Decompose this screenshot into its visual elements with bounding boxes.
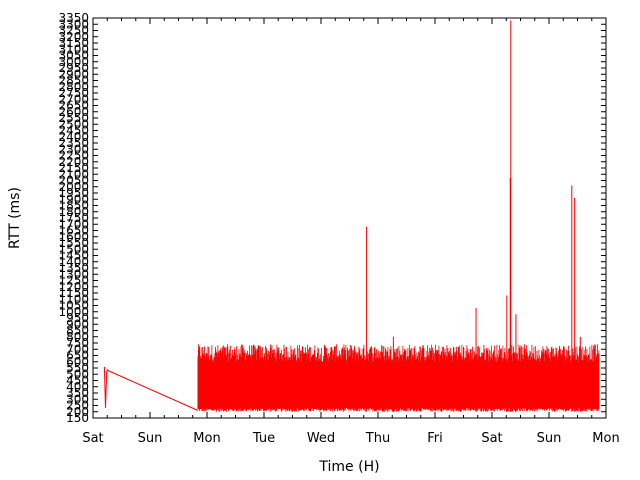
y-tick-label: 2700 [58, 92, 89, 106]
y-tick-label: 1550 [58, 236, 89, 250]
y-tick-label: 1800 [58, 205, 89, 219]
y-tick-label: 2200 [58, 155, 89, 169]
y-tick-label: 3150 [58, 36, 89, 50]
series-band [197, 344, 600, 412]
y-tick-label: 250 [66, 399, 89, 413]
y-tick-label: 2750 [58, 86, 89, 100]
y-tick-label: 800 [66, 330, 89, 344]
y-tick-label: 1650 [58, 224, 89, 238]
y-tick-label: 1900 [58, 192, 89, 206]
y-tick-label: 500 [66, 367, 89, 381]
y-tick-label: 3050 [58, 49, 89, 63]
y-tick-label: 3100 [58, 42, 89, 56]
y-tick-label: 2950 [58, 61, 89, 75]
y-tick-label: 2400 [58, 130, 89, 144]
y-tick-label: 3200 [58, 30, 89, 44]
y-tick-label: 450 [66, 374, 89, 388]
y-tick-label: 2450 [58, 124, 89, 138]
y-tick-label: 600 [66, 355, 89, 369]
series-line-segment [107, 370, 199, 411]
y-tick-label: 2150 [58, 161, 89, 175]
x-tick-label: Mon [193, 431, 220, 446]
y-tick-label: 2300 [58, 142, 89, 156]
series-line-segment [103, 366, 109, 409]
y-tick-label: 350 [66, 386, 89, 400]
y-tick-label: 950 [66, 311, 89, 325]
y-tick-label: 750 [66, 336, 89, 350]
y-axis-label: RTT (ms) [7, 187, 23, 249]
y-tick-label: 1350 [58, 261, 89, 275]
y-tick-label: 2250 [58, 149, 89, 163]
y-tick-label: 1100 [58, 292, 89, 306]
x-tick-label: Sun [138, 431, 163, 446]
y-tick-label: 400 [66, 380, 89, 394]
y-tick-label: 1750 [58, 211, 89, 225]
y-tick-label: 2100 [58, 167, 89, 181]
x-axis-ticks: Sat Sun Mon Tue Wed Thu Fri Sat Sun Mon [82, 18, 620, 446]
y-tick-label: 2500 [58, 117, 89, 131]
y-tick-label: 850 [66, 324, 89, 338]
y-tick-label: 700 [66, 342, 89, 356]
x-tick-label: Sat [481, 431, 502, 446]
y-tick-label: 1050 [58, 299, 89, 313]
y-tick-label: 1000 [58, 305, 89, 319]
y-tick-label: 550 [66, 361, 89, 375]
y-tick-label: 1950 [58, 186, 89, 200]
x-tick-label: Sun [537, 431, 562, 446]
y-tick-label: 1300 [58, 267, 89, 281]
x-tick-label: Sat [82, 431, 103, 446]
y-tick-label: 1250 [58, 274, 89, 288]
y-tick-label: 650 [66, 349, 89, 363]
x-tick-label: Thu [365, 431, 390, 446]
y-tick-label: 2800 [58, 80, 89, 94]
y-tick-label: 3300 [58, 17, 89, 31]
y-tick-label: 1150 [58, 286, 89, 300]
y-tick-label: 2000 [58, 180, 89, 194]
x-tick-label: Tue [252, 431, 275, 446]
y-tick-label: 3250 [58, 24, 89, 38]
y-tick-label: 1700 [58, 217, 89, 231]
series-layer [103, 20, 600, 412]
y-tick-label: 3350 [58, 11, 89, 25]
y-tick-label: 2900 [58, 67, 89, 81]
x-tick-label: Mon [592, 431, 619, 446]
y-tick-label: 1600 [58, 230, 89, 244]
y-tick-label: 3000 [58, 55, 89, 69]
y-tick-label: 300 [66, 392, 89, 406]
y-tick-label: 1200 [58, 280, 89, 294]
y-tick-label: 2850 [58, 74, 89, 88]
y-tick-label: 900 [66, 317, 89, 331]
y-tick-label: 200 [66, 405, 89, 419]
y-tick-label: 1400 [58, 255, 89, 269]
y-tick-label: 2050 [58, 174, 89, 188]
y-tick-label: 1500 [58, 242, 89, 256]
x-tick-label: Fri [427, 431, 443, 446]
y-tick-label: 2600 [58, 105, 89, 119]
y-tick-label: 2650 [58, 99, 89, 113]
y-tick-label: 2350 [58, 136, 89, 150]
y-axis-ticks: 1502002503003504004505005506006507007508… [58, 11, 606, 425]
y-tick-label: 2550 [58, 111, 89, 125]
y-tick-label: 150 [66, 411, 89, 425]
y-tick-label: 1850 [58, 199, 89, 213]
y-tick-label: 1450 [58, 249, 89, 263]
x-axis-label: Time (H) [318, 459, 379, 475]
x-tick-label: Wed [307, 431, 335, 446]
